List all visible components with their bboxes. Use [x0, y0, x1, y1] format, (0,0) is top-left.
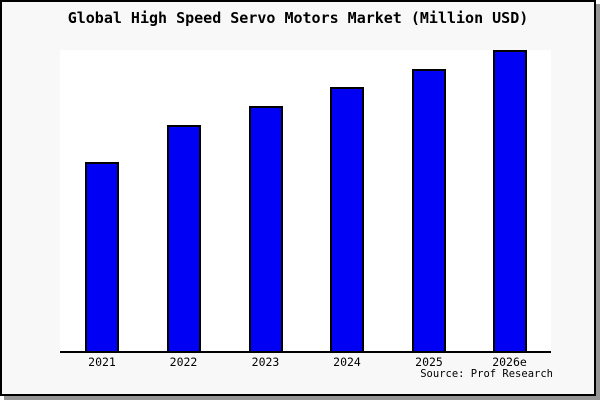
x-tick-label-2026e: 2026e: [492, 355, 527, 369]
x-tick-label-2022: 2022: [169, 355, 198, 369]
x-tick-label-2021: 2021: [88, 355, 116, 369]
bar-2023: [248, 106, 283, 351]
x-tick-label-2023: 2023: [251, 355, 280, 369]
bar-2026e: [492, 50, 527, 351]
chart-title: Global High Speed Servo Motors Market (M…: [67, 9, 529, 27]
bar-2021: [85, 162, 119, 351]
bar-2024: [330, 87, 364, 351]
source-label: Source: Prof Research: [420, 368, 553, 380]
x-tick-label-2024: 2024: [333, 355, 361, 369]
bar-2025: [412, 69, 446, 351]
x-tick-label-2025: 2025: [415, 355, 443, 369]
plot-area: [60, 50, 551, 353]
bar-2022: [166, 125, 201, 351]
